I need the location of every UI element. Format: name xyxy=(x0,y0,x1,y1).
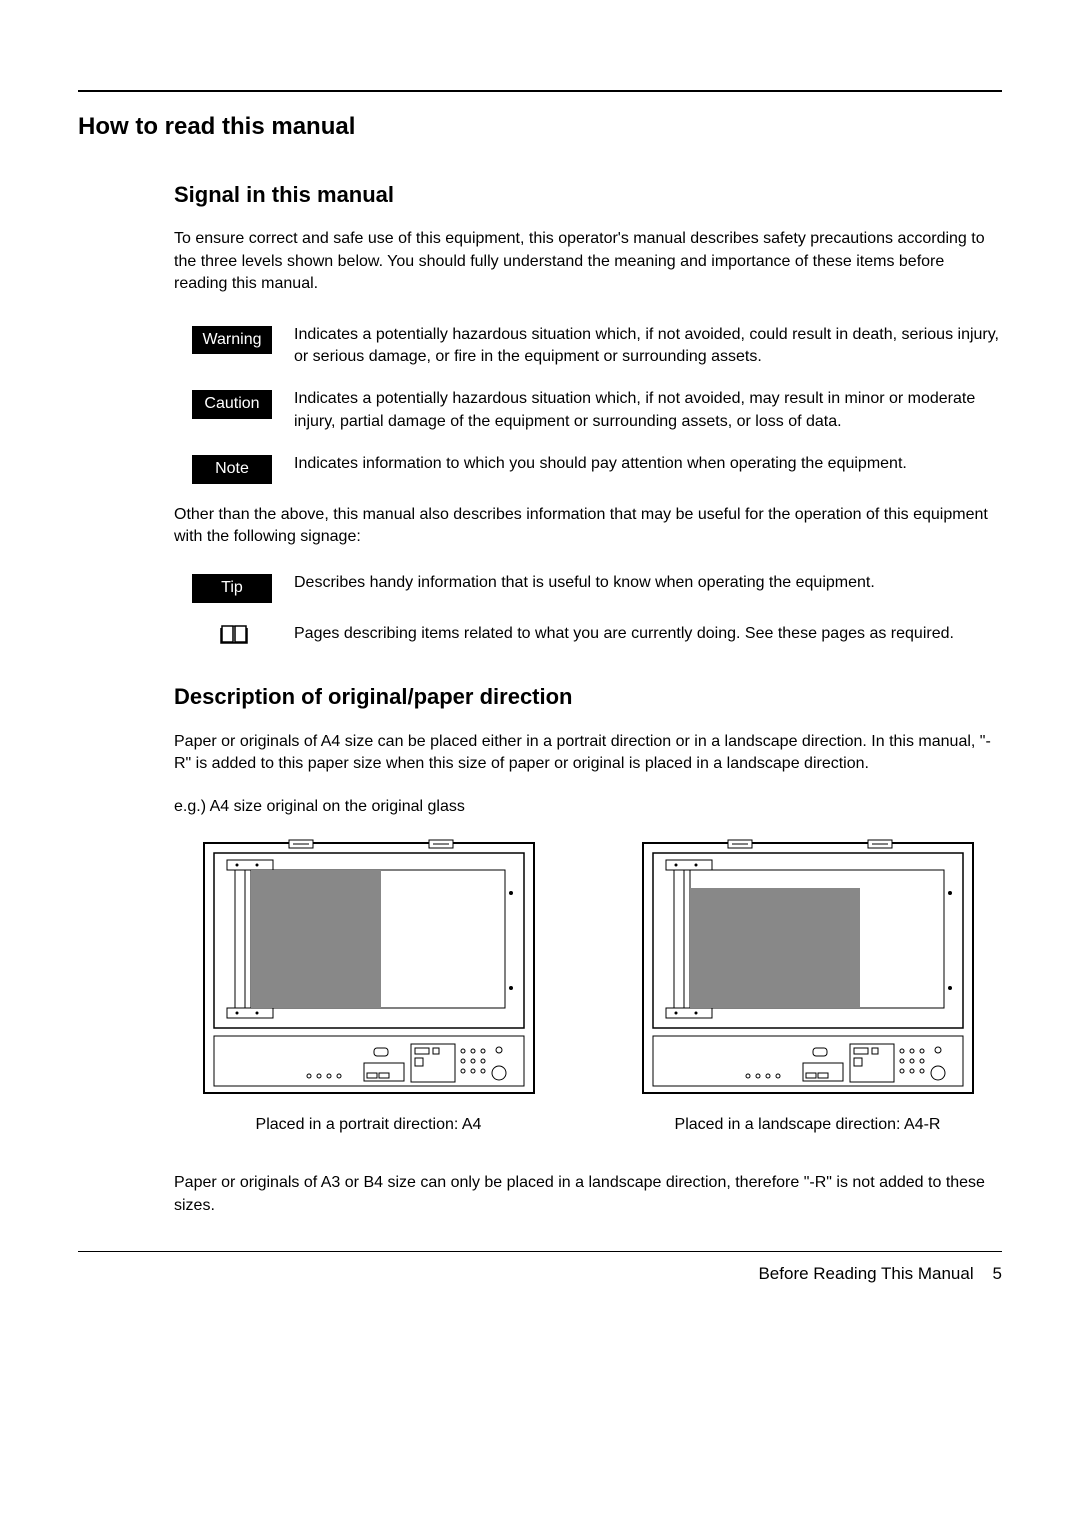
scanner-portrait-diagram xyxy=(199,838,539,1098)
after-diagram-text: Paper or originals of A3 or B4 size can … xyxy=(174,1172,1002,1217)
signal-row-tip: Tip Describes handy information that is … xyxy=(174,572,1002,602)
book-icon xyxy=(220,623,248,652)
mid-text: Other than the above, this manual also d… xyxy=(174,504,1002,549)
book-text: Pages describing items related to what y… xyxy=(294,623,1002,645)
eg-text: e.g.) A4 size original on the original g… xyxy=(174,796,1002,818)
caution-badge: Caution xyxy=(192,390,272,418)
warning-badge: Warning xyxy=(192,326,272,354)
paper-title: Description of original/paper direction xyxy=(174,682,1002,713)
signal-title: Signal in this manual xyxy=(174,180,1002,211)
warning-text: Indicates a potentially hazardous situat… xyxy=(294,324,1002,369)
signal-intro: To ensure correct and safe use of this e… xyxy=(174,228,1002,295)
page-number: 5 xyxy=(993,1264,1002,1283)
scanner-landscape-diagram xyxy=(638,838,978,1098)
footer-text: Before Reading This Manual xyxy=(758,1264,973,1283)
signal-row-warning: Warning Indicates a potentially hazardou… xyxy=(174,324,1002,369)
caption-left: Placed in a portrait direction: A4 xyxy=(256,1114,482,1136)
caution-text: Indicates a potentially hazardous situat… xyxy=(294,388,1002,433)
note-text: Indicates information to which you shoul… xyxy=(294,453,1002,475)
note-badge: Note xyxy=(192,455,272,483)
signal-row-note: Note Indicates information to which you … xyxy=(174,453,1002,483)
signal-row-book: Pages describing items related to what y… xyxy=(174,623,1002,652)
paper-text: Paper or originals of A4 size can be pla… xyxy=(174,731,1002,776)
tip-badge: Tip xyxy=(192,574,272,602)
signal-row-caution: Caution Indicates a potentially hazardou… xyxy=(174,388,1002,433)
footer: Before Reading This Manual 5 xyxy=(78,1251,1002,1286)
section-title: How to read this manual xyxy=(78,110,1002,144)
caption-right: Placed in a landscape direction: A4-R xyxy=(675,1114,941,1136)
tip-text: Describes handy information that is usef… xyxy=(294,572,1002,594)
